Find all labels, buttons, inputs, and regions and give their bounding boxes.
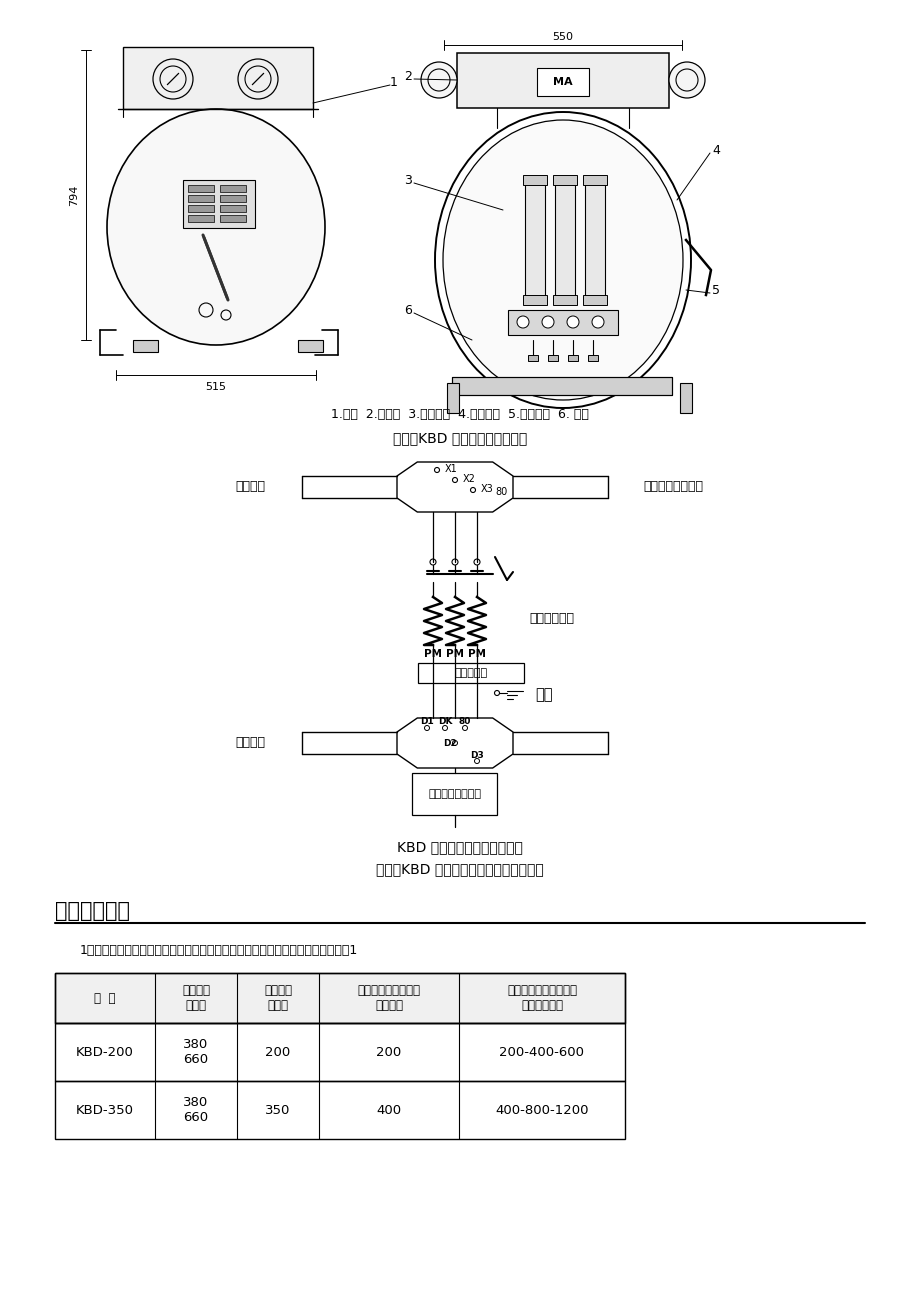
Circle shape [421, 62, 457, 98]
Bar [220, 195, 245, 202]
Text: 瞬时过电流脱扣器的额
定电流（安）: 瞬时过电流脱扣器的额 定电流（安） [506, 984, 576, 1012]
Text: 型  号: 型 号 [94, 992, 116, 1005]
Text: 接起动器: 接起动器 [234, 737, 265, 750]
Bar [552, 296, 576, 305]
Bar [679, 383, 691, 413]
Bar [583, 174, 607, 185]
Bar [457, 53, 668, 108]
Text: 200: 200 [376, 1046, 402, 1059]
Bar [298, 340, 323, 352]
Text: PM: PM [424, 648, 441, 659]
Bar [412, 773, 497, 815]
Text: 四、技术数据: 四、技术数据 [55, 901, 130, 921]
Text: PM: PM [468, 648, 485, 659]
Bar [133, 340, 158, 352]
Text: KBD-350: KBD-350 [76, 1104, 134, 1117]
Text: DK: DK [437, 717, 452, 727]
Text: 过电流脱扣器额定电
流（安）: 过电流脱扣器额定电 流（安） [357, 984, 420, 1012]
Bar [220, 204, 245, 212]
Text: 794: 794 [69, 185, 79, 206]
Text: D1: D1 [420, 717, 434, 727]
Bar [451, 378, 671, 395]
Bar [55, 1081, 624, 1139]
Text: 400: 400 [376, 1104, 401, 1117]
Bar [522, 296, 547, 305]
Bar [528, 355, 538, 361]
Bar [525, 180, 544, 299]
Text: 380
660: 380 660 [183, 1038, 209, 1066]
Bar [187, 185, 214, 191]
Bar [552, 174, 576, 185]
Text: 80: 80 [459, 717, 471, 727]
Circle shape [541, 316, 553, 328]
Text: 图二：KBD 系列防爆馈电开关接线原理图: 图二：KBD 系列防爆馈电开关接线原理图 [376, 862, 543, 876]
Text: X3: X3 [481, 484, 494, 493]
Text: 400-800-1200: 400-800-1200 [494, 1104, 588, 1117]
Bar [417, 663, 524, 684]
Bar [587, 355, 597, 361]
Bar [584, 180, 605, 299]
Text: 1.外壳  2.接线箱  3.自动开关  4.操作手柄  5.接地螺栓  6. 拖架: 1.外壳 2.接线箱 3.自动开关 4.操作手柄 5.接地螺栓 6. 拖架 [331, 409, 588, 422]
Bar [507, 310, 618, 335]
Text: KBD 自动馈电开关原理接线图: KBD 自动馈电开关原理接线图 [397, 840, 522, 854]
Text: 200: 200 [265, 1046, 290, 1059]
Text: 额定电流
（安）: 额定电流 （安） [264, 984, 291, 1012]
Bar [537, 68, 588, 96]
Bar [187, 204, 214, 212]
Ellipse shape [435, 112, 690, 408]
Text: D2: D2 [443, 738, 456, 747]
Text: 过电流脱扣器: 过电流脱扣器 [528, 612, 573, 625]
Circle shape [668, 62, 704, 98]
Text: 350: 350 [265, 1104, 290, 1117]
Text: 515: 515 [205, 381, 226, 392]
Text: 4: 4 [711, 143, 719, 156]
Text: D3: D3 [470, 751, 483, 760]
Text: 5: 5 [711, 284, 720, 297]
Bar [548, 355, 558, 361]
Bar [187, 195, 214, 202]
Text: 接漏电检漏继电器: 接漏电检漏继电器 [428, 789, 481, 799]
Bar [55, 973, 624, 1023]
Text: 6: 6 [403, 303, 412, 316]
Bar [220, 215, 245, 223]
Ellipse shape [443, 120, 682, 400]
Text: X2: X2 [462, 474, 475, 484]
Text: 接下一台自动开关: 接下一台自动开关 [642, 480, 702, 493]
Circle shape [566, 316, 578, 328]
Text: 分励脱扣器: 分励脱扣器 [454, 668, 487, 678]
Text: 额定电压
（伏）: 额定电压 （伏） [182, 984, 210, 1012]
Text: 3: 3 [403, 173, 412, 186]
Bar [583, 296, 607, 305]
Text: 图一：KBD 系列防爆开关外形图: 图一：KBD 系列防爆开关外形图 [392, 431, 527, 445]
Polygon shape [397, 462, 513, 512]
Bar [55, 973, 624, 1023]
Text: 80: 80 [494, 487, 506, 497]
Bar [567, 355, 577, 361]
Text: 380
660: 380 660 [183, 1096, 209, 1124]
Text: 200-400-600: 200-400-600 [499, 1046, 584, 1059]
Bar [447, 383, 459, 413]
Text: 1: 1 [390, 77, 397, 90]
Bar [187, 215, 214, 223]
Text: 接地: 接地 [535, 687, 552, 703]
Text: PM: PM [446, 648, 463, 659]
Text: MA: MA [552, 77, 573, 87]
Ellipse shape [107, 109, 324, 345]
Text: 1、防爆开关的额定电压、额定电流、过电流脱扣器的额定电流及整定电流列于表1: 1、防爆开关的额定电压、额定电流、过电流脱扣器的额定电流及整定电流列于表1 [80, 944, 357, 957]
Bar [123, 47, 312, 109]
Text: KBD-200: KBD-200 [76, 1046, 134, 1059]
Text: X1: X1 [445, 464, 458, 474]
Bar [522, 174, 547, 185]
Bar [554, 180, 574, 299]
Bar [451, 378, 671, 395]
Bar [55, 1023, 624, 1081]
Text: 550: 550 [552, 33, 573, 42]
Circle shape [591, 316, 604, 328]
Bar [220, 185, 245, 191]
Text: 来自电网: 来自电网 [234, 480, 265, 493]
Bar [183, 180, 255, 228]
Text: 2: 2 [403, 70, 412, 83]
Polygon shape [397, 717, 513, 768]
Circle shape [516, 316, 528, 328]
